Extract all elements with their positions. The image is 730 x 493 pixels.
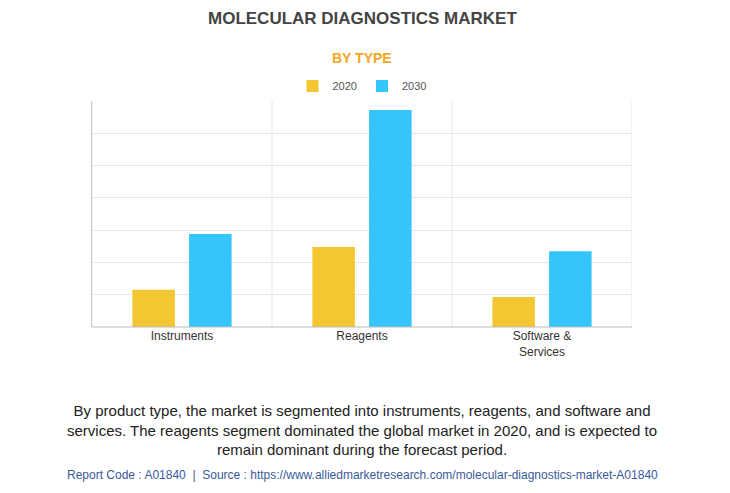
svg-text:Reagents: Reagents — [336, 329, 387, 343]
svg-text:2020: 2020 — [333, 80, 357, 92]
svg-text:By product type, the market is: By product type, the market is segmented… — [67, 402, 657, 458]
svg-text:Report Code : A01840 | Sourc: Report Code : A01840 | Source : https://… — [67, 468, 658, 482]
svg-text:2030: 2030 — [402, 80, 426, 92]
svg-text:Software &Services: Software &Services — [513, 329, 572, 359]
svg-text:Instruments: Instruments — [151, 329, 214, 343]
svg-text:BY TYPE: BY TYPE — [332, 50, 392, 66]
svg-text:MOLECULAR DIAGNOSTICS MARKET: MOLECULAR DIAGNOSTICS MARKET — [208, 9, 517, 28]
